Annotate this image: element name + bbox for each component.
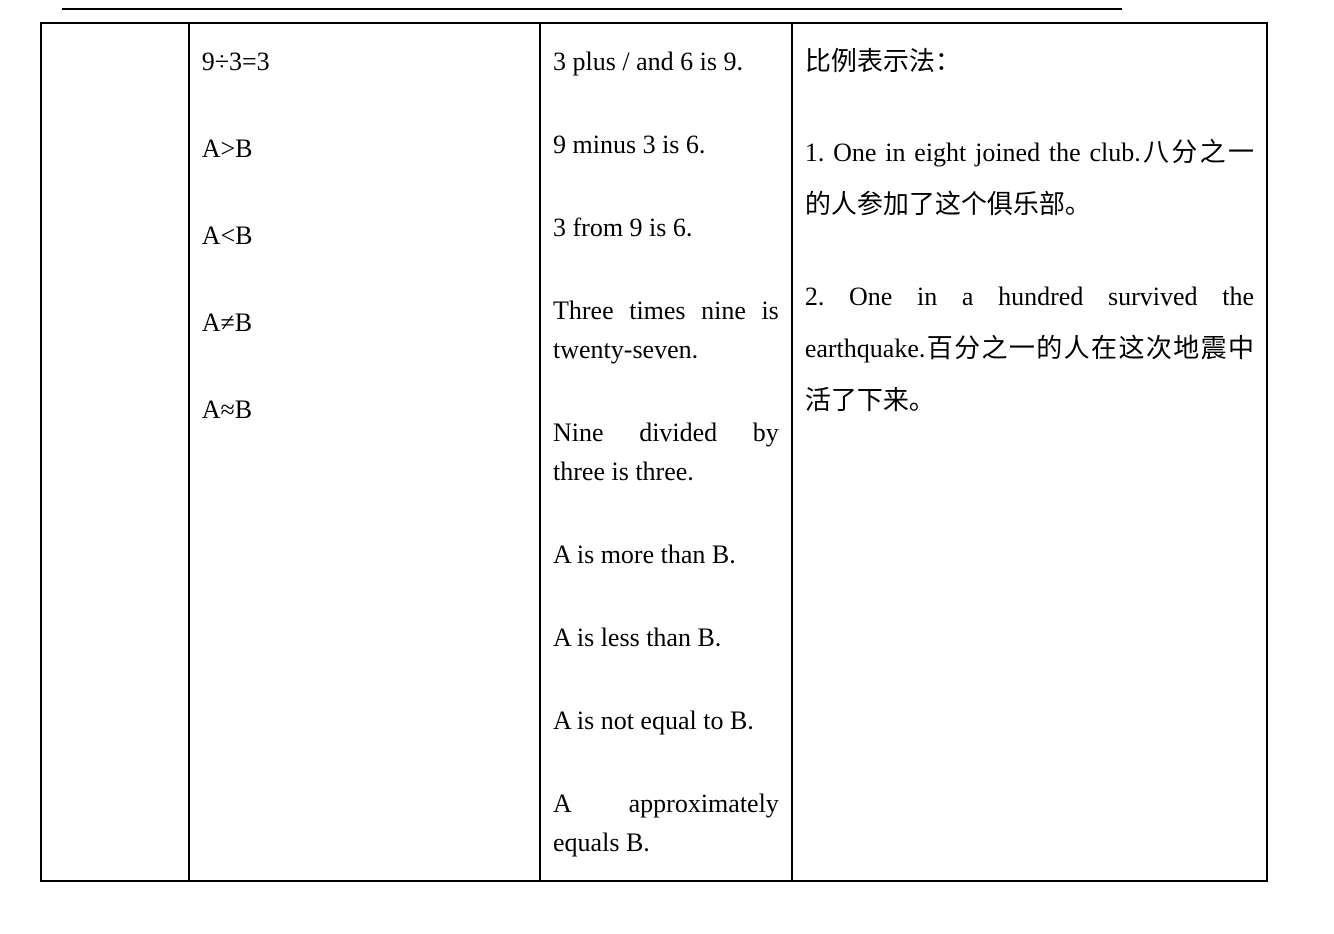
table-cell-col3: 3 plus / and 6 is 9. 9 minus 3 is 6. 3 f… <box>540 23 792 881</box>
table-cell-col2: 9÷3=3 A>B A<B A≠B A≈B <box>189 23 540 881</box>
example-sentence: 1. One in eight joined the club.八分之一的人参加… <box>805 127 1254 231</box>
math-expression: 9÷3=3 <box>202 42 527 81</box>
english-sentence: 3 plus / and 6 is 9. <box>553 42 779 81</box>
section-title: 比例表示法： <box>805 42 1254 81</box>
english-sentence: 9 minus 3 is 6. <box>553 125 779 164</box>
example-sentence: 2. One in a hundred survived the earthqu… <box>805 271 1254 427</box>
math-expression: A>B <box>202 129 527 168</box>
english-sentence: A is not equal to B. <box>553 701 779 740</box>
english-sentence: 3 from 9 is 6. <box>553 208 779 247</box>
math-expression: A<B <box>202 216 527 255</box>
table-cell-col4: 比例表示法： 1. One in eight joined the club.八… <box>792 23 1267 881</box>
math-expression: A≠B <box>202 303 527 342</box>
math-expression: A≈B <box>202 390 527 429</box>
math-expressions-table: 9÷3=3 A>B A<B A≠B A≈B 3 plus / and 6 is … <box>40 22 1268 882</box>
table-cell-col1 <box>41 23 189 881</box>
english-sentence: Nine divided by three is three. <box>553 413 779 491</box>
english-sentence: Three times nine is twenty-seven. <box>553 291 779 369</box>
english-sentence: A is more than B. <box>553 535 779 574</box>
table-row: 9÷3=3 A>B A<B A≠B A≈B 3 plus / and 6 is … <box>41 23 1267 881</box>
top-border-fragment <box>62 8 1122 10</box>
english-sentence: A is less than B. <box>553 618 779 657</box>
english-sentence: A approximately equals B. <box>553 784 779 862</box>
document-page: 9÷3=3 A>B A<B A≠B A≈B 3 plus / and 6 is … <box>0 0 1334 934</box>
